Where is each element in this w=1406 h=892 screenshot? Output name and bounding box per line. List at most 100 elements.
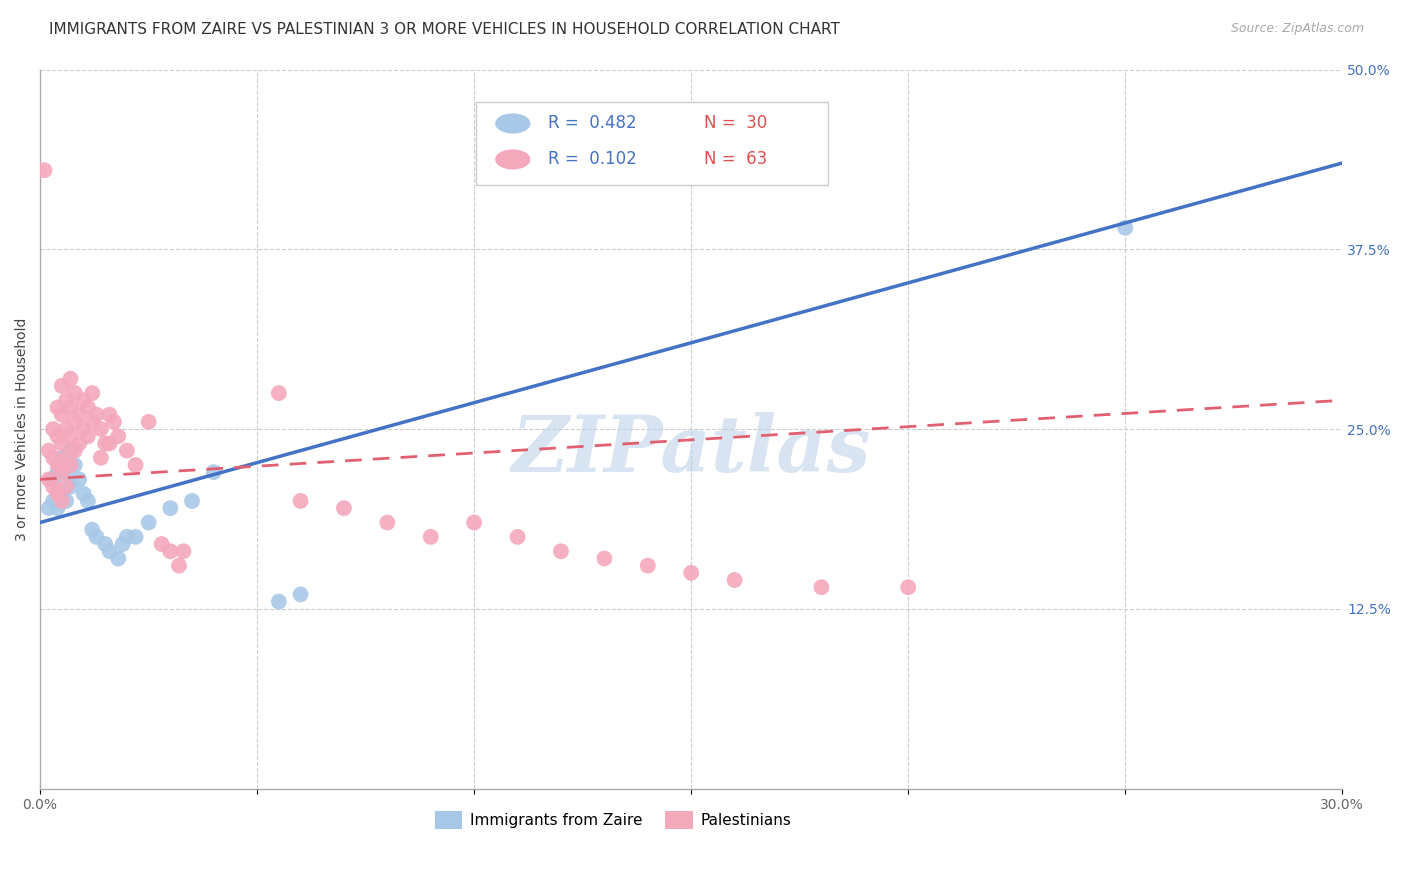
Point <box>42 472 65 486</box>
Point <box>94 537 117 551</box>
Circle shape <box>496 150 530 169</box>
Point <box>51 487 73 501</box>
Point <box>59 372 82 386</box>
Point <box>42 450 65 465</box>
Point <box>94 436 117 450</box>
Text: R =  0.102: R = 0.102 <box>548 151 637 169</box>
Point <box>55 494 77 508</box>
Point <box>333 501 356 516</box>
Point <box>167 558 190 573</box>
Point <box>86 408 108 422</box>
Point <box>63 415 86 429</box>
Point <box>55 422 77 436</box>
Y-axis label: 3 or more Vehicles in Household: 3 or more Vehicles in Household <box>15 318 30 541</box>
Point <box>681 566 703 580</box>
Point <box>723 573 745 587</box>
Text: ZIPatlas: ZIPatlas <box>512 412 870 489</box>
FancyBboxPatch shape <box>477 102 828 185</box>
Point <box>107 429 129 443</box>
Point <box>63 443 86 458</box>
Point <box>67 408 90 422</box>
Point <box>115 530 138 544</box>
Point <box>59 479 82 493</box>
Point <box>82 415 104 429</box>
Point <box>810 580 832 594</box>
Point <box>98 544 121 558</box>
Point <box>115 443 138 458</box>
Point <box>637 558 659 573</box>
Point <box>90 450 112 465</box>
Point <box>55 465 77 479</box>
Point <box>55 450 77 465</box>
Point <box>76 494 98 508</box>
Point <box>267 386 290 401</box>
Point <box>202 465 225 479</box>
Point <box>138 516 160 530</box>
Point <box>124 530 146 544</box>
Point <box>59 458 82 472</box>
Point <box>38 501 60 516</box>
Point <box>51 379 73 393</box>
Point <box>593 551 616 566</box>
Point <box>150 537 173 551</box>
Point <box>59 443 82 458</box>
Point <box>159 544 181 558</box>
Point <box>159 501 181 516</box>
Point <box>46 429 69 443</box>
Point <box>463 516 485 530</box>
Point <box>63 458 86 472</box>
Point <box>72 393 94 408</box>
Point <box>46 458 69 472</box>
Point <box>550 544 572 558</box>
Point <box>90 422 112 436</box>
Point <box>138 415 160 429</box>
Point <box>46 465 69 479</box>
Text: R =  0.482: R = 0.482 <box>548 114 637 133</box>
Point <box>55 479 77 493</box>
Point <box>506 530 529 544</box>
Point <box>67 472 90 486</box>
Point <box>38 472 60 486</box>
Point <box>290 587 312 601</box>
Text: Source: ZipAtlas.com: Source: ZipAtlas.com <box>1230 22 1364 36</box>
Point <box>107 551 129 566</box>
Point <box>51 436 73 450</box>
Text: IMMIGRANTS FROM ZAIRE VS PALESTINIAN 3 OR MORE VEHICLES IN HOUSEHOLD CORRELATION: IMMIGRANTS FROM ZAIRE VS PALESTINIAN 3 O… <box>49 22 841 37</box>
Point <box>98 408 121 422</box>
Point <box>76 401 98 415</box>
Point <box>103 415 125 429</box>
Point <box>51 408 73 422</box>
Point <box>51 494 73 508</box>
Point <box>124 458 146 472</box>
Point <box>46 501 69 516</box>
Point <box>63 386 86 401</box>
Point <box>1114 220 1136 235</box>
Point <box>67 436 90 450</box>
Point <box>42 422 65 436</box>
Point <box>42 494 65 508</box>
Point <box>82 523 104 537</box>
Point <box>897 580 920 594</box>
Point <box>290 494 312 508</box>
Point <box>86 530 108 544</box>
Circle shape <box>496 114 530 133</box>
Point <box>419 530 441 544</box>
Point <box>267 594 290 608</box>
Point <box>98 436 121 450</box>
Point <box>38 443 60 458</box>
Point <box>46 487 69 501</box>
Point <box>46 401 69 415</box>
Point <box>59 429 82 443</box>
Point <box>34 163 56 178</box>
Text: N =  63: N = 63 <box>704 151 768 169</box>
Point <box>51 450 73 465</box>
Point <box>172 544 194 558</box>
Point <box>181 494 204 508</box>
Point <box>59 401 82 415</box>
Point <box>72 422 94 436</box>
Point <box>42 479 65 493</box>
Point <box>76 429 98 443</box>
Point <box>55 393 77 408</box>
Legend: Immigrants from Zaire, Palestinians: Immigrants from Zaire, Palestinians <box>429 805 797 835</box>
Point <box>82 386 104 401</box>
